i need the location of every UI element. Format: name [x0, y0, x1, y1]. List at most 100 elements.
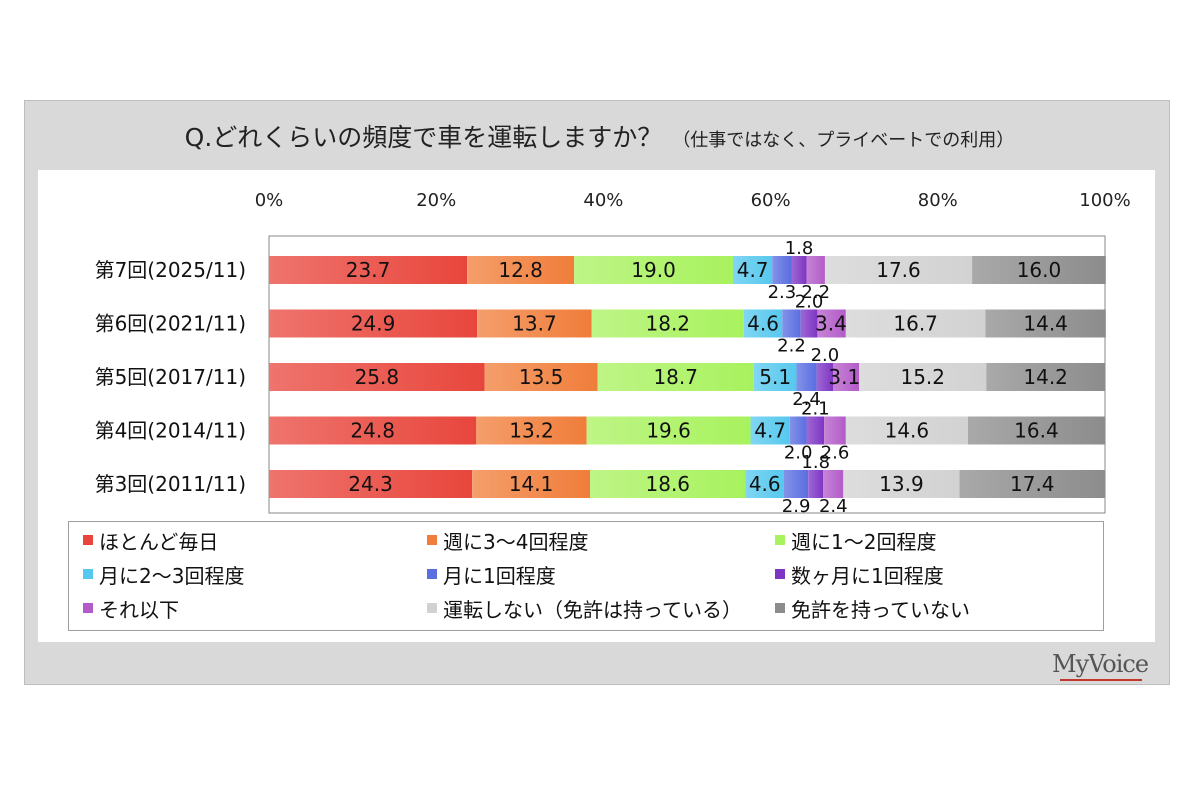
bar-segment: [753, 363, 797, 391]
bar-segment: [476, 416, 587, 445]
bar-segment: [843, 470, 960, 498]
bar-segment: [824, 256, 973, 284]
category-label: 第5回(2017/11): [95, 365, 246, 389]
chart-title: Q.どれくらいの頻度で車を運転しますか？: [184, 123, 663, 152]
bar-segment: [472, 470, 591, 498]
legend-item: 免許を持っていない: [775, 596, 970, 622]
bar-segment: [269, 470, 473, 498]
data-label: 16.7: [893, 312, 938, 336]
data-label: 1.8: [785, 238, 814, 259]
legend-item: ほとんど毎日: [83, 528, 219, 554]
data-label: 4.6: [747, 312, 779, 336]
bar-segment: [959, 470, 1105, 498]
data-label: 16.0: [1017, 258, 1062, 282]
data-label: 2.2: [801, 282, 830, 303]
data-label: 17.4: [1010, 472, 1055, 496]
x-tick-label: 40%: [583, 190, 623, 211]
bar-segment: [967, 416, 1105, 445]
bar-chart: 0% 20% 40% 60% 80% 100% 第7回(2025/11) 23.7 12.8 19…: [95, 190, 1131, 517]
legend-item: 月に1回程度: [427, 562, 556, 588]
data-label: 4.6: [749, 472, 781, 496]
data-label: 13.5: [519, 365, 564, 389]
category-label: 第3回(2011/11): [95, 472, 246, 496]
bar-segment: [591, 309, 744, 338]
data-label: 19.6: [646, 419, 691, 443]
bar-segment: [782, 309, 801, 338]
legend-swatch: [427, 569, 437, 579]
data-label: 25.8: [355, 365, 400, 389]
data-label: 2.2: [777, 336, 806, 357]
bar-segment: [806, 416, 825, 445]
bar-segment: [845, 309, 986, 338]
legend-label: 免許を持っていない: [791, 597, 970, 622]
bar-segment: [745, 470, 784, 498]
data-label: 23.7: [346, 258, 391, 282]
x-tick-label: 60%: [751, 190, 791, 211]
x-tick-label: 100%: [1079, 190, 1130, 211]
data-label: 3.1: [828, 365, 860, 389]
chart-subtitle: （仕事ではなく、プライベートでの利用）: [672, 130, 1015, 151]
data-label: 14.1: [509, 472, 554, 496]
legend-label: 運転しない（免許は持っている）: [443, 597, 742, 622]
legend-swatch: [83, 569, 93, 579]
bar-segment: [590, 470, 746, 498]
bar-segment: [808, 470, 824, 498]
data-label: 5.1: [759, 365, 791, 389]
chart-title-block: Q.どれくらいの頻度で車を運転しますか？ （仕事ではなく、プライベートでの利用）: [0, 118, 1199, 154]
bar-segment: [845, 416, 968, 445]
brand-underline: [1060, 679, 1142, 681]
data-label: 13.2: [509, 419, 554, 443]
bar-segment: [269, 363, 485, 391]
data-label: 18.2: [646, 312, 691, 336]
data-label: 1.8: [801, 452, 830, 473]
legend-swatch: [83, 535, 93, 545]
data-label: 17.6: [876, 258, 921, 282]
bar-segment: [800, 309, 818, 338]
bar-segment: [796, 363, 817, 391]
bar-segment: [574, 256, 733, 284]
x-tick-label: 80%: [918, 190, 958, 211]
data-label: 15.2: [900, 365, 945, 389]
data-label: 3.4: [815, 312, 847, 336]
legend: ほとんど毎日 週に3～4回程度 週に1～2回程度 月に2～3回程度 月に1回程度 数ヶ月に…: [68, 521, 1104, 631]
bar-segment: [817, 309, 846, 338]
data-label: 2.1: [801, 399, 830, 420]
legend-swatch: [775, 569, 785, 579]
data-label: 14.6: [885, 419, 930, 443]
data-label: 13.9: [879, 472, 924, 496]
x-tick-label: 0%: [255, 190, 284, 211]
legend-label: 週に3～4回程度: [443, 529, 589, 554]
data-label: 2.0: [811, 345, 840, 366]
data-label: 2.9: [782, 496, 811, 517]
data-label: 2.0: [795, 292, 824, 313]
bar-segment: [269, 309, 478, 338]
data-label: 12.8: [498, 258, 543, 282]
bar-segment: [750, 416, 790, 445]
legend-label: それ以下: [99, 597, 179, 622]
data-label: 4.7: [737, 258, 769, 282]
legend-swatch: [427, 535, 437, 545]
data-label: 2.4: [819, 496, 848, 517]
bar-segment: [824, 416, 846, 445]
legend-item: 週に3～4回程度: [427, 528, 589, 554]
bar-segment: [743, 309, 783, 338]
legend-label: 月に2～3回程度: [99, 563, 245, 588]
category-label: 第7回(2025/11): [95, 258, 246, 282]
bar-segment: [269, 256, 468, 284]
bar-segment: [859, 363, 987, 391]
bar-segment: [772, 256, 792, 284]
legend-item: 運転しない（免許は持っている）: [427, 596, 742, 622]
legend-label: 週に1～2回程度: [791, 529, 937, 554]
data-label: 18.6: [646, 472, 691, 496]
bar-segment: [467, 256, 575, 284]
bar-segment: [791, 256, 807, 284]
legend-label: ほとんど毎日: [99, 529, 219, 554]
bar-segment: [597, 363, 754, 391]
x-tick-label: 20%: [416, 190, 456, 211]
bar-segment: [833, 363, 860, 391]
legend-label: 月に1回程度: [443, 563, 556, 588]
data-label: 2.4: [792, 389, 821, 410]
category-label: 第4回(2014/11): [95, 419, 246, 443]
data-label: 4.7: [754, 419, 786, 443]
legend-item: それ以下: [83, 596, 179, 622]
